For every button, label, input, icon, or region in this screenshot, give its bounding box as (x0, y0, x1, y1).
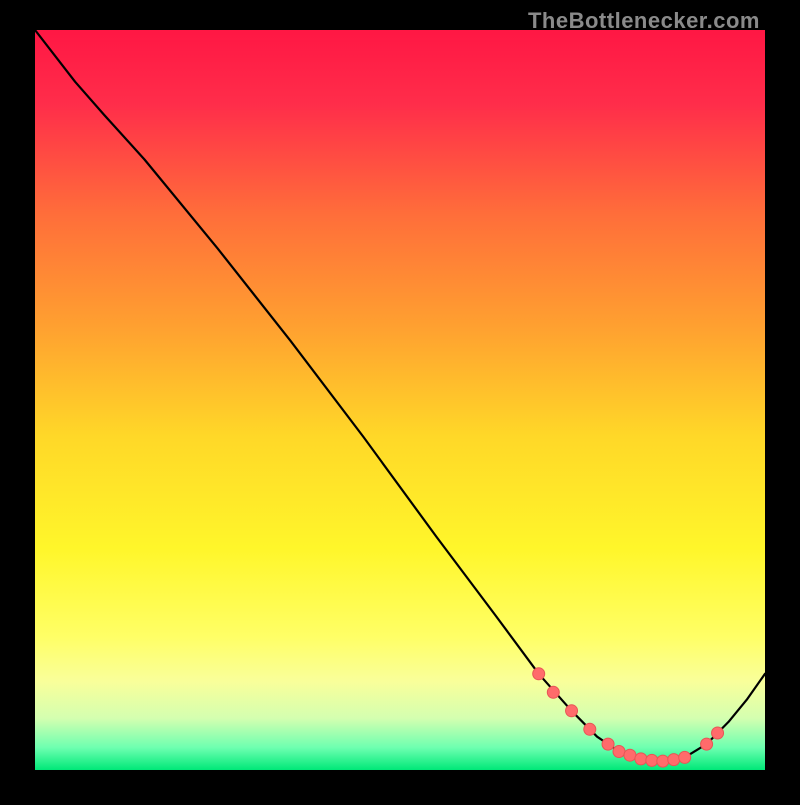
data-marker (712, 727, 724, 739)
chart-svg (0, 0, 800, 800)
bottleneck-chart: TheBottlenecker.com (0, 0, 800, 800)
data-marker (584, 723, 596, 735)
data-marker (602, 738, 614, 750)
data-marker (646, 754, 658, 766)
watermark-text: TheBottlenecker.com (528, 8, 760, 34)
plot-background (35, 30, 765, 770)
data-marker (657, 755, 669, 767)
data-marker (635, 753, 647, 765)
data-marker (547, 686, 559, 698)
data-marker (701, 738, 713, 750)
data-marker (613, 746, 625, 758)
data-marker (566, 705, 578, 717)
data-marker (533, 668, 545, 680)
data-marker (679, 751, 691, 763)
data-marker (668, 754, 680, 766)
data-marker (624, 749, 636, 761)
